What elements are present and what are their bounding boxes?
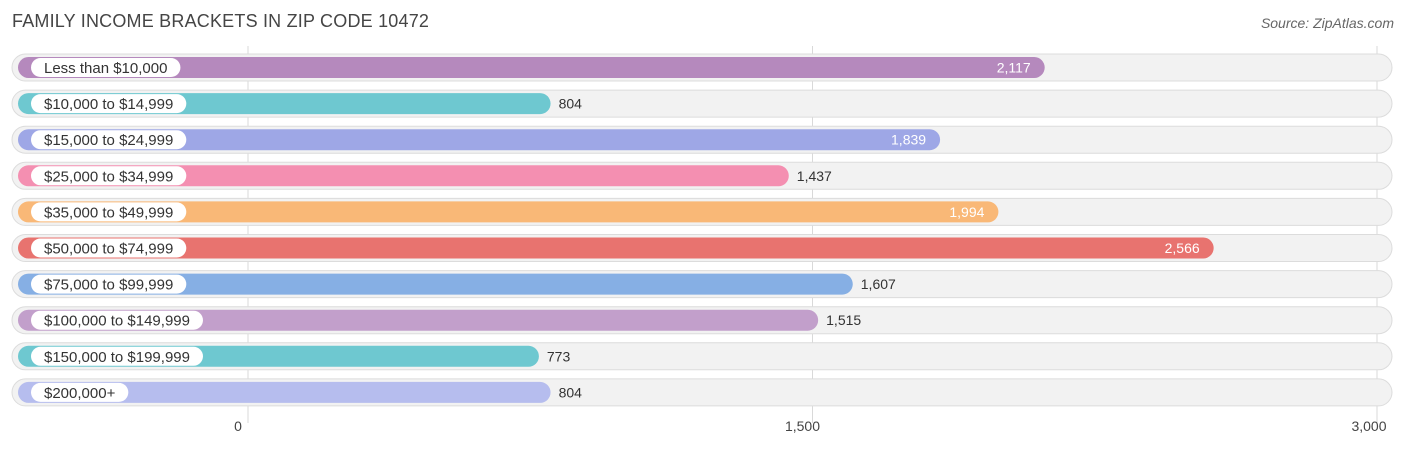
x-tick-label: 1,500 (785, 418, 820, 434)
value-label: 1,994 (949, 204, 984, 220)
chart-title: FAMILY INCOME BRACKETS IN ZIP CODE 10472 (12, 11, 430, 31)
bar (18, 273, 853, 295)
category-pill (31, 310, 203, 330)
bar-row: $15,000 to $24,999 1,839 (18, 129, 941, 151)
bar-row: $200,000+ 804 (18, 381, 583, 403)
category-label: $150,000 to $199,999 (44, 349, 190, 366)
category-pill (31, 166, 187, 186)
bar (18, 381, 551, 403)
bar-row: $100,000 to $149,999 1,515 (18, 309, 861, 331)
category-pill (31, 346, 203, 366)
category-label: Less than $10,000 (44, 60, 167, 77)
category-pill (31, 274, 187, 294)
category-pill (31, 238, 187, 258)
value-label: 1,607 (861, 276, 896, 292)
bar (18, 201, 999, 223)
category-label: $35,000 to $49,999 (44, 204, 173, 221)
category-label: $15,000 to $24,999 (44, 132, 173, 149)
x-axis-ticks: 0 1,500 3,000 (234, 418, 1387, 434)
x-tick-label: 3,000 (1351, 418, 1386, 434)
bar (18, 57, 1045, 78)
category-label: $75,000 to $99,999 (44, 277, 173, 294)
bar (18, 309, 819, 331)
bar-row: $150,000 to $199,999 773 (18, 345, 571, 367)
bar-row: $75,000 to $99,999 1,607 (18, 273, 896, 295)
value-label: 1,839 (891, 132, 926, 148)
rows-layer: Less than $10,000 2,117 $10,000 to $14,999… (11, 53, 1393, 407)
category-pill (31, 382, 129, 402)
bar-row: $25,000 to $34,999 1,437 (18, 165, 832, 187)
category-pill (31, 58, 181, 77)
category-label: $100,000 to $149,999 (44, 313, 190, 330)
category-label: $25,000 to $34,999 (44, 168, 173, 185)
chart-source: Source: ZipAtlas.com (1260, 15, 1394, 31)
bar-row: Less than $10,000 2,117 (18, 57, 1045, 78)
value-label: 2,566 (1165, 240, 1200, 256)
value-label: 773 (547, 348, 571, 364)
value-label: 804 (559, 96, 583, 112)
category-label: $10,000 to $14,999 (44, 96, 173, 113)
bar-row: $50,000 to $74,999 2,566 (18, 237, 1214, 259)
bar (18, 237, 1214, 259)
category-label: $50,000 to $74,999 (44, 241, 173, 258)
bar-row: $35,000 to $49,999 1,994 (18, 201, 999, 223)
category-pill (31, 94, 187, 114)
category-label: $200,000+ (44, 385, 116, 402)
x-tick-label: 0 (234, 418, 242, 434)
bar (18, 129, 941, 151)
category-pill (31, 130, 187, 150)
category-pill (31, 202, 187, 222)
value-label: 1,515 (826, 312, 861, 328)
bar-row: $10,000 to $14,999 804 (18, 93, 583, 115)
value-label: 2,117 (997, 60, 1031, 76)
value-label: 804 (559, 384, 583, 400)
bar (18, 165, 789, 187)
value-label: 1,437 (797, 168, 832, 184)
